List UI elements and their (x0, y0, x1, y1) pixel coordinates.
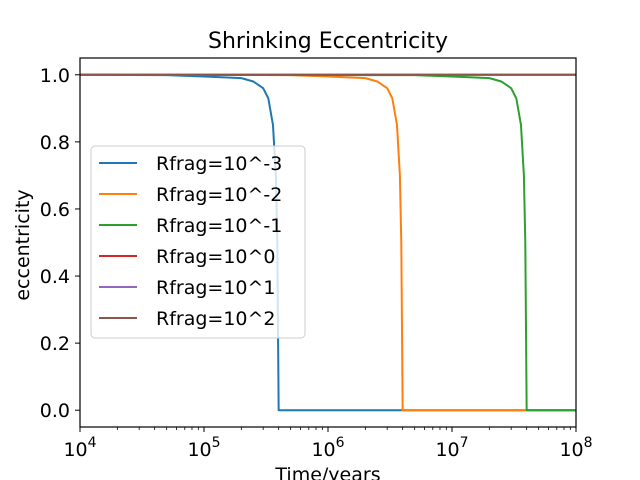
x-tick-base: 10 (435, 439, 459, 461)
legend-label-3: Rfrag=10^0 (156, 246, 276, 268)
series-line-1 (80, 73, 576, 412)
legend-label-5: Rfrag=10^2 (156, 308, 276, 330)
y-tick-label: 0.4 (40, 266, 70, 288)
legend-label-0: Rfrag=10^-3 (156, 153, 282, 175)
x-tick-exponent: 8 (584, 435, 593, 451)
x-tick-exponent: 5 (212, 435, 221, 451)
legend-label-1: Rfrag=10^-2 (156, 184, 282, 206)
x-tick-base: 10 (63, 439, 87, 461)
x-tick-label: 104 (63, 435, 96, 461)
series-line-2 (80, 73, 576, 412)
x-tick-label: 107 (435, 435, 468, 461)
chart-title: Shrinking Eccentricity (208, 29, 448, 54)
x-axis-label: Time/years (274, 464, 380, 480)
legend: Rfrag=10^-3 Rfrag=10^-2 Rfrag=10^-1 Rfrag=1… (90, 145, 306, 339)
x-tick-base: 10 (559, 439, 583, 461)
y-tick-label: 0.0 (40, 400, 70, 422)
x-tick-exponent: 7 (460, 435, 469, 451)
legend-box (90, 145, 306, 339)
y-tick-label: 1.0 (40, 65, 70, 87)
x-tick-base: 10 (311, 439, 335, 461)
x-tick-label: 108 (559, 435, 592, 461)
legend-label-2: Rfrag=10^-1 (156, 215, 282, 237)
x-tick-exponent: 6 (336, 435, 345, 451)
series-layer (80, 73, 576, 412)
legend-label-4: Rfrag=10^1 (156, 277, 276, 299)
x-tick-label: 106 (311, 435, 344, 461)
series-line-0 (80, 73, 576, 412)
y-tick-label: 0.6 (40, 199, 70, 221)
y-axis-label: eccentricity (12, 189, 34, 300)
y-tick-label: 0.2 (40, 333, 70, 355)
y-tick-label: 0.8 (40, 132, 70, 154)
x-tick-base: 10 (187, 439, 211, 461)
x-tick-label: 105 (187, 435, 220, 461)
x-tick-exponent: 4 (88, 435, 97, 451)
